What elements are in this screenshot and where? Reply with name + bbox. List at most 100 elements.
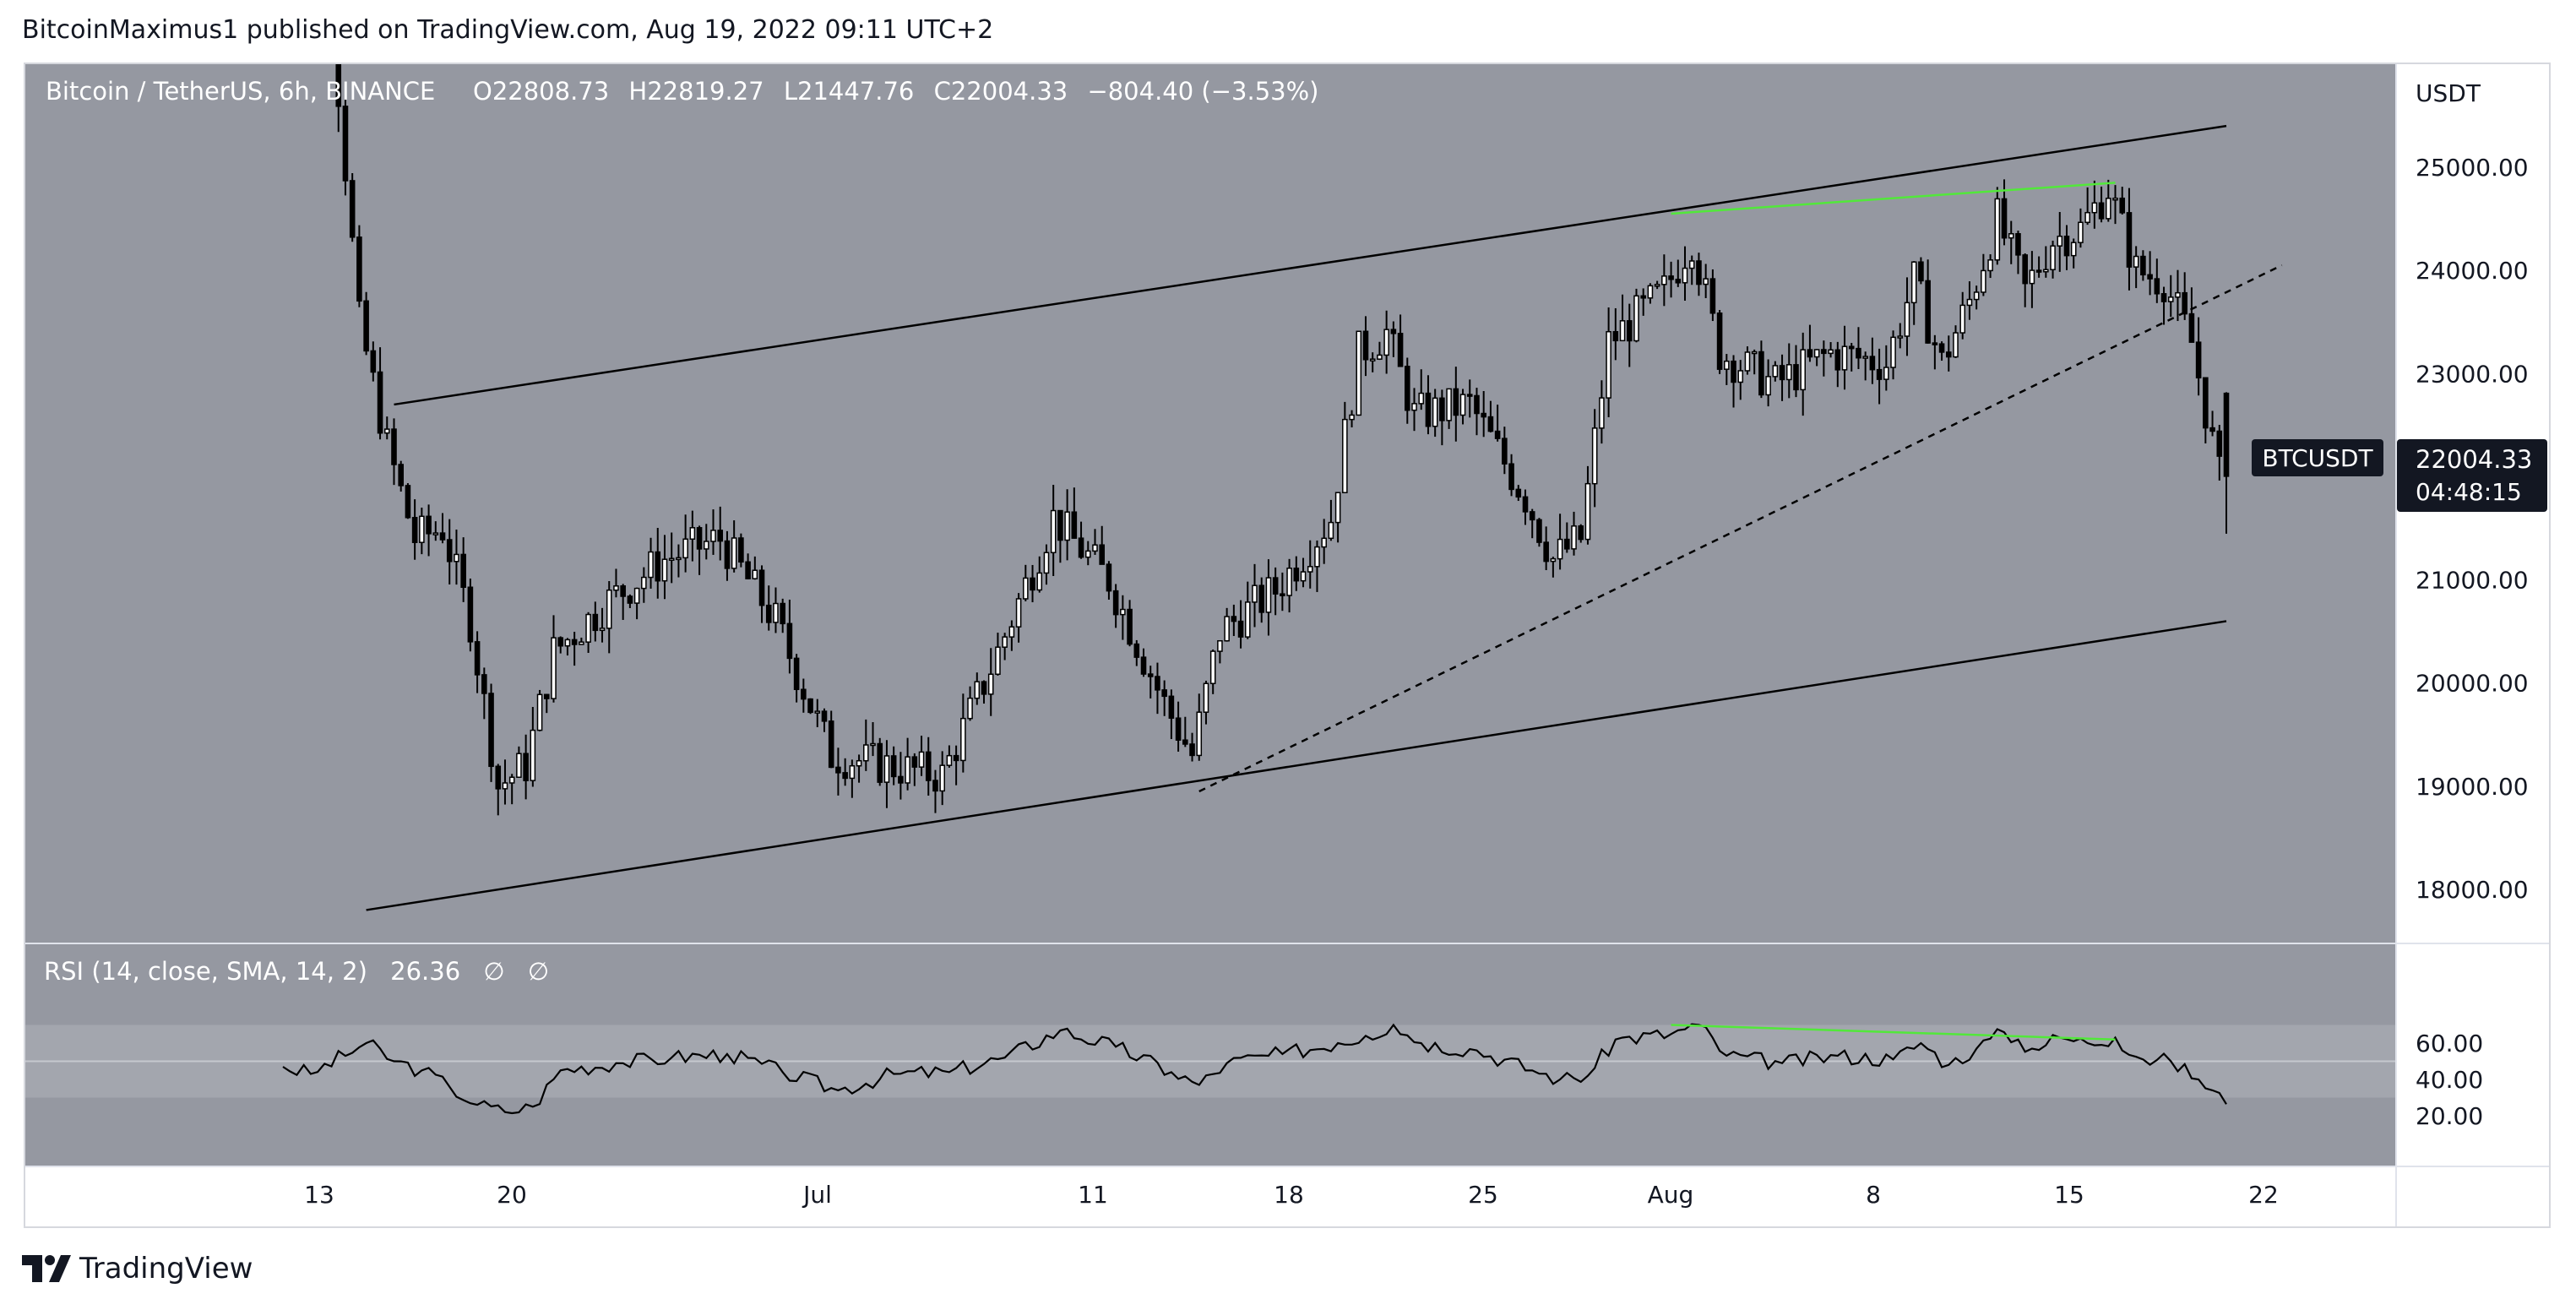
candle-up	[1092, 544, 1098, 552]
candle-down	[1640, 295, 1646, 299]
rsi-divergence-line[interactable]	[1671, 1024, 2116, 1041]
candle-down	[2195, 341, 2202, 379]
tradingview-logo[interactable]: TradingView	[22, 1252, 253, 1286]
price-divergence-line[interactable]	[1671, 182, 2116, 215]
legend-open-label: O	[473, 77, 492, 106]
candle-up	[1349, 414, 1355, 421]
price-tick: 20000.00	[2416, 670, 2529, 698]
candle-up	[773, 602, 779, 623]
candle-down	[1731, 360, 1736, 383]
candle-up	[1953, 332, 1959, 358]
trendline-ascending-support[interactable]	[1198, 264, 2283, 793]
candle-down	[370, 350, 377, 373]
price-pane[interactable]	[25, 64, 2395, 943]
candle-up	[1904, 302, 1910, 337]
candle-down	[523, 753, 529, 781]
candle-down	[1466, 394, 1473, 397]
candle-up	[1828, 349, 1834, 355]
candle-down	[2188, 313, 2195, 343]
candle-up	[668, 557, 675, 561]
chart-canvas[interactable]: Bitcoin / TetherUS, 6h, BINANCE O22808.7…	[25, 0, 2549, 1226]
candle-down	[488, 693, 494, 768]
candle-up	[2057, 236, 2063, 247]
candle-down	[745, 561, 751, 579]
candle-down	[1231, 616, 1237, 622]
candle-down	[1258, 584, 1265, 613]
candle-up	[2133, 255, 2139, 268]
candle-up	[1813, 349, 1820, 358]
candle-up	[1800, 349, 1807, 391]
candle-down	[724, 540, 731, 569]
candle-up	[1591, 427, 1598, 485]
candle-up	[1550, 557, 1557, 563]
candle-down	[801, 688, 807, 700]
candle-up	[1584, 482, 1591, 541]
candle-down	[1543, 541, 1549, 563]
candle-up	[2043, 269, 2049, 273]
legend-close-label: C	[934, 77, 951, 106]
candle-down	[1487, 416, 1494, 432]
time-tick: 20	[497, 1181, 527, 1209]
candle-down	[780, 602, 785, 625]
candle-down	[1522, 496, 1529, 513]
candle-down	[981, 681, 987, 695]
candle-up	[703, 541, 709, 550]
rsi-tick: 40.00	[2416, 1066, 2483, 1094]
candle-up	[2078, 221, 2084, 243]
candle-down	[1099, 544, 1106, 565]
candle-up	[2084, 211, 2090, 224]
legend-close-value: 22004.33	[951, 77, 1068, 106]
candle-up	[1459, 394, 1466, 416]
candle-down	[426, 515, 432, 535]
candle-up	[1244, 601, 1251, 638]
candle-up	[1897, 335, 1904, 339]
trendline-channel-lower[interactable]	[366, 620, 2227, 911]
legend-low-value: 21447.76	[797, 77, 914, 106]
trendline-channel-upper[interactable]	[394, 124, 2227, 406]
candle-down	[890, 755, 897, 778]
candle-down	[1057, 509, 1063, 541]
time-axis[interactable]: 13 20 Jul 11 18 25 Aug 8 15 22	[304, 1181, 2279, 1209]
candle-down	[1481, 412, 1486, 418]
candle-down	[1508, 463, 1514, 491]
candle-down	[1918, 261, 1924, 282]
candle-down	[1612, 330, 1619, 342]
candle-up	[1008, 626, 1015, 638]
candle-up	[1571, 525, 1577, 550]
candle-down	[1237, 620, 1244, 638]
rsi-axis[interactable]: 60.00 40.00 20.00	[2416, 1030, 2483, 1130]
candle-up	[1647, 285, 1654, 299]
candle-down	[1133, 643, 1140, 658]
candle-down	[1362, 330, 1369, 361]
candle-up	[1043, 552, 1050, 574]
candle-down	[1938, 343, 1945, 353]
candle-down	[1848, 345, 1855, 350]
candle-up	[1724, 360, 1730, 370]
legend-change: −804.40 (−3.53%)	[1087, 77, 1318, 106]
candle-down	[2147, 274, 2153, 280]
rsi-line	[282, 1023, 2227, 1115]
candle-down	[1515, 488, 1522, 498]
candle-up	[579, 641, 584, 645]
candle-up	[731, 537, 737, 569]
candle-up	[606, 589, 612, 629]
candle-up	[536, 693, 543, 731]
candle-up	[613, 585, 619, 591]
candle-up	[530, 729, 536, 781]
candle-up	[1050, 509, 1057, 554]
candle-up	[987, 673, 994, 695]
price-axis[interactable]: 25000.00 24000.00 23000.00 21000.00 20000.00…	[2416, 154, 2529, 904]
candle-down	[1127, 608, 1133, 645]
candle-up	[1981, 269, 1986, 293]
candle-down	[356, 236, 362, 302]
price-tick: 21000.00	[2416, 567, 2529, 595]
candle-down	[342, 106, 349, 182]
candle-up	[564, 639, 571, 647]
candle-up	[1432, 397, 1438, 427]
candle-down	[717, 530, 724, 542]
candle-up	[849, 764, 856, 780]
candle-up	[1966, 298, 1973, 307]
candle-down	[1709, 278, 1716, 314]
candle-down	[1536, 519, 1542, 543]
candle-down	[1876, 368, 1883, 380]
